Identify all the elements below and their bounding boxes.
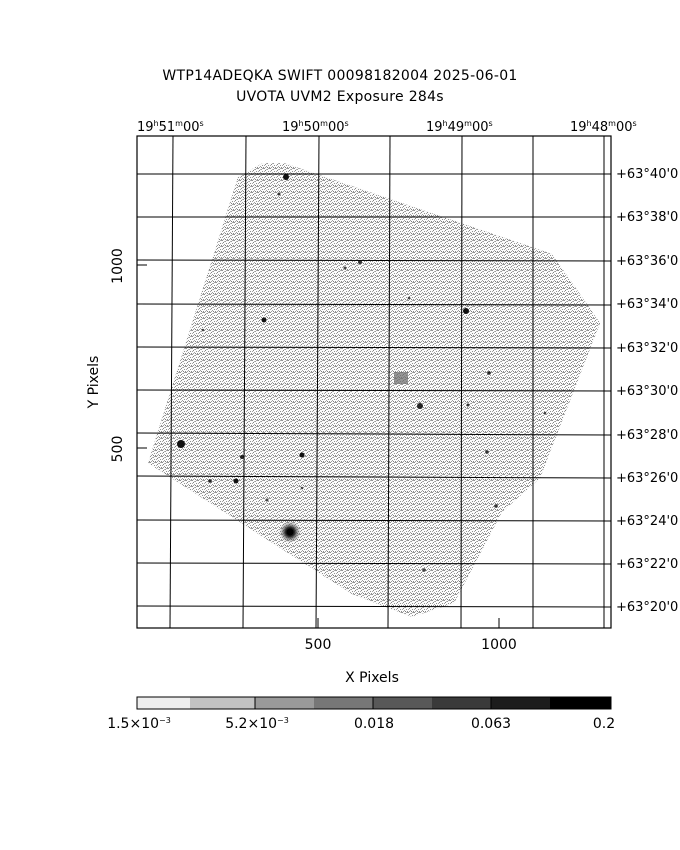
title-line-2: UVOTA UVM2 Exposure 284s	[236, 89, 444, 105]
dec-label: +63°38'0	[616, 210, 679, 225]
x-axis-label: X Pixels	[345, 670, 399, 686]
source	[494, 504, 498, 508]
coordinate-grid	[136, 135, 612, 629]
source	[343, 266, 347, 270]
source	[466, 403, 470, 407]
source	[277, 192, 281, 196]
dec-label: +63°34'0	[616, 297, 679, 312]
dec-label: +63°22'0	[616, 557, 679, 572]
dec-label: +63°24'0	[616, 514, 679, 529]
source	[463, 308, 469, 314]
sources	[177, 174, 547, 572]
plot-frame	[136, 135, 612, 629]
colorbar-label: 5.2×10−3	[225, 716, 289, 732]
dec-label: +63°28'0	[616, 428, 679, 443]
dec-label: +63°40'0	[616, 167, 679, 182]
colorbar-label: 0.2	[592, 716, 616, 732]
y-tick-label: 1000	[110, 248, 126, 284]
ra-label-2: 19h50m00s	[282, 119, 349, 135]
dec-label: +63°32'0	[616, 341, 679, 356]
source	[407, 296, 411, 300]
x-tick-label: 1000	[481, 637, 517, 653]
colorbar-label: 0.063	[470, 716, 512, 732]
source	[299, 452, 305, 458]
source	[177, 440, 185, 448]
ra-label-1: 19h51m00s	[137, 119, 204, 135]
source	[265, 498, 269, 502]
source	[201, 328, 205, 332]
source	[208, 479, 212, 483]
title-line-1: WTP14ADEQKA SWIFT 00098182004 2025-06-01	[162, 68, 518, 84]
dec-label: +63°36'0	[616, 254, 679, 269]
source	[417, 403, 423, 409]
source	[283, 174, 289, 180]
source	[487, 371, 491, 375]
diffuse-patch	[394, 372, 408, 384]
colorbar-label: 0.018	[353, 716, 395, 732]
pixel-ticks	[137, 264, 500, 628]
x-tick-label: 500	[304, 637, 332, 653]
source	[485, 450, 489, 454]
y-axis-label: Y Pixels	[86, 355, 102, 409]
source	[233, 478, 239, 484]
source	[422, 568, 426, 572]
ra-label-4: 19h48m00s	[570, 119, 637, 135]
source	[240, 455, 244, 459]
dec-label: +63°26'0	[616, 471, 679, 486]
source	[358, 260, 362, 264]
y-tick-label: 500	[110, 435, 126, 463]
source	[300, 486, 304, 490]
colorbar	[136, 696, 612, 710]
dec-label: +63°20'0	[616, 600, 679, 615]
ra-label-3: 19h49m00s	[426, 119, 493, 135]
colorbar-label: 1.5×10−3	[107, 716, 171, 732]
source	[543, 411, 547, 415]
dec-label: +63°30'0	[616, 384, 679, 399]
source	[261, 317, 267, 323]
